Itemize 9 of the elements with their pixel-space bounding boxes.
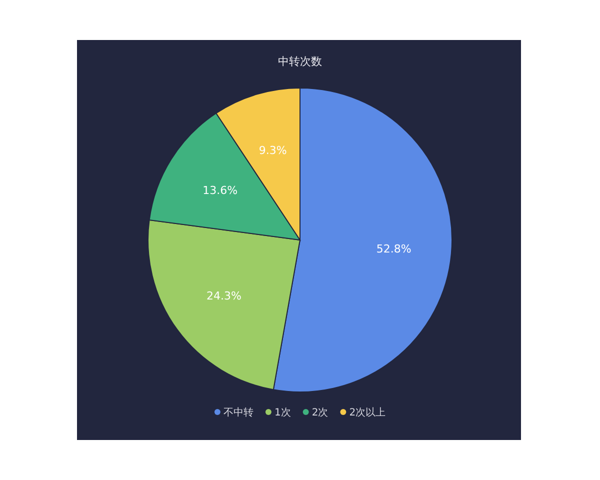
legend-label: 2次 — [312, 408, 328, 418]
legend-label: 2次以上 — [349, 406, 386, 418]
chart-title: 中转次数 — [278, 55, 322, 68]
data-label: 52.8% — [376, 242, 412, 256]
legend-label: 不中转 — [223, 406, 254, 418]
data-label: 9.3% — [258, 144, 287, 157]
legend-label: 1次 — [274, 408, 291, 418]
data-label: 13.6% — [202, 184, 238, 198]
data-label: 24.3% — [206, 290, 242, 303]
